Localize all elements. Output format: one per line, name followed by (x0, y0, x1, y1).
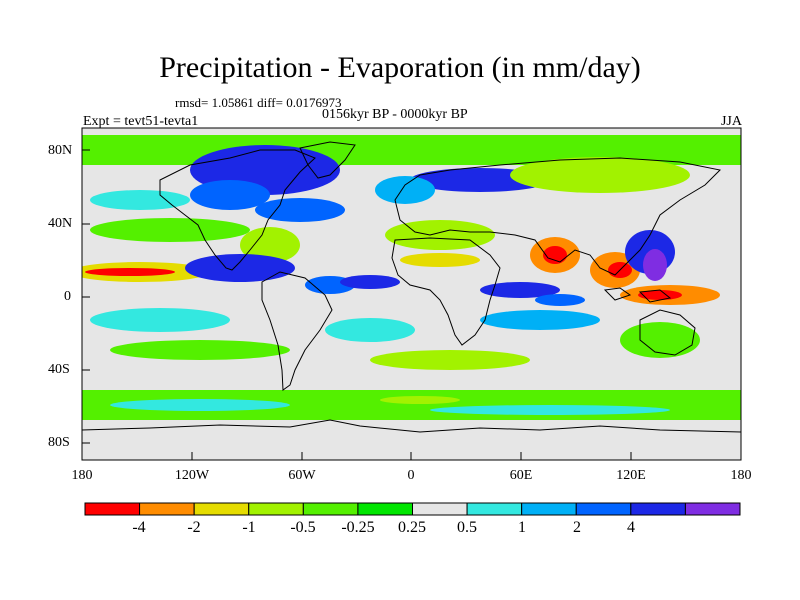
field-eq-africa-blue (480, 282, 560, 298)
colorbar-label: 1 (518, 519, 526, 536)
coastlines (82, 141, 741, 433)
field-nam-green (240, 227, 300, 263)
field-northpac-green (90, 218, 250, 242)
lon-label-0: 0 (407, 468, 415, 483)
coastline-indonesia (603, 287, 672, 303)
coastline-greenland (299, 141, 356, 179)
colorbar-label: 0.5 (457, 519, 477, 536)
field-central-america-blue (185, 254, 295, 282)
colorbar-box (84, 502, 141, 516)
colorbar-box (302, 502, 359, 516)
lon-label-180e: 180 (730, 468, 752, 483)
lon-label-120e: 120E (616, 468, 646, 483)
colorbar-box (193, 502, 250, 516)
colorbar-label: 2 (573, 519, 581, 536)
plot-title: Precipitation - Evaporation (in mm/day) (159, 51, 641, 84)
colorbar-box (575, 502, 632, 516)
colorbar-box (248, 502, 304, 516)
lon-ticks (81, 452, 742, 460)
lon-label-60e: 60E (509, 468, 533, 483)
colorbar-box (466, 502, 523, 516)
field-atlantic-blue (255, 198, 345, 222)
field-northpac-cyan (90, 190, 190, 210)
coastline-antarctica (82, 419, 741, 433)
colorbar-box (684, 502, 741, 516)
field-southern-ocean-cyan (110, 399, 290, 411)
field-south-indian-cyan (480, 310, 600, 330)
lon-label-180w: 180 (71, 468, 93, 483)
field-asia-green (510, 157, 690, 193)
field-westpac-purple (643, 249, 667, 281)
lat-label-40n: 40N (48, 216, 73, 231)
season-label: JJA (720, 114, 742, 129)
field-tropical-pac-red (85, 268, 175, 276)
colorbar-label: -0.25 (341, 519, 375, 536)
field-sahara-green (385, 220, 495, 250)
lat-label-80n: 80N (48, 143, 73, 158)
lat-label-40s: 40S (48, 362, 70, 377)
field-southern-ocean-cyan-2 (430, 405, 670, 415)
colorbar-label: -4 (132, 519, 146, 536)
colorbar-box (357, 502, 414, 516)
coastline-africa (391, 237, 501, 346)
field-south-pac-cyan (90, 308, 230, 332)
lat-label-0: 0 (64, 289, 71, 304)
lat-label-80s: 80S (48, 435, 70, 450)
colorbar-label: -1 (242, 519, 256, 536)
stats-text: rmsd= 1.05861 diff= 0.0176973 (175, 95, 342, 110)
colorbar-box (139, 502, 195, 516)
colorbar-box (630, 502, 686, 516)
experiment-label: Expt = tevt51-tevta1 (83, 114, 199, 129)
lon-label-60w: 60W (288, 468, 316, 483)
field-southern-ocean-yellow (380, 396, 460, 404)
colorbar-label: -2 (187, 519, 201, 536)
field-maritime-red (638, 290, 682, 300)
field-eq-atlantic-blue (340, 275, 400, 289)
coastline-eurasia (394, 157, 722, 276)
field-south-pac-green (110, 340, 290, 360)
field-europe-cyan (375, 176, 435, 204)
lon-label-120w: 120W (174, 468, 210, 483)
colorbar-label: 0.25 (398, 519, 426, 536)
coastline-south-america (261, 271, 333, 391)
field-sahel-yellow (400, 253, 480, 267)
period-text: 0156kyr BP - 0000kyr BP (322, 107, 468, 122)
field-south-atl-cyan (325, 318, 415, 342)
colorbar (84, 502, 741, 516)
coastline-north-america (159, 149, 316, 271)
colorbar-label: -0.5 (290, 519, 316, 536)
lat-ticks (82, 149, 90, 444)
map-field (82, 128, 741, 460)
field-monsoon-india-red (543, 246, 567, 264)
field-canada-blue (190, 180, 270, 210)
colorbar-box (412, 502, 468, 516)
field-south-mid-green (370, 350, 530, 370)
coastline-australia (639, 309, 696, 356)
colorbar-label: 4 (627, 519, 635, 536)
field-eq-indian-blue (535, 294, 585, 306)
colorbar-box (521, 502, 577, 516)
